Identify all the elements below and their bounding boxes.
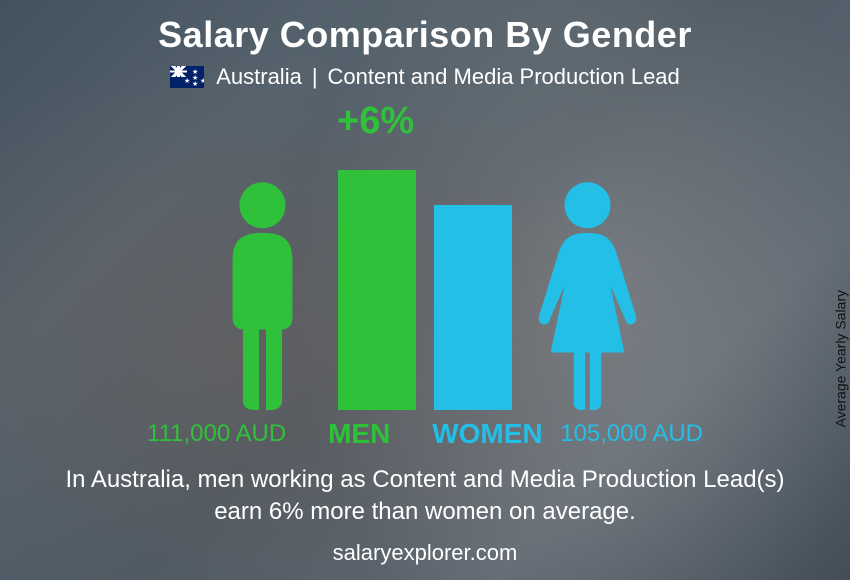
separator: | bbox=[312, 64, 318, 90]
woman-icon bbox=[530, 180, 645, 410]
y-axis-label: Average Yearly Salary bbox=[832, 290, 848, 428]
infographic-container: Salary Comparison By Gender Australia | … bbox=[0, 0, 850, 580]
page-title: Salary Comparison By Gender bbox=[0, 0, 850, 56]
chart-area: +6% 111,000 AUD MEN WOMEN 105,000 AUD bbox=[0, 100, 850, 450]
men-bar bbox=[338, 170, 416, 410]
footer-source: salaryexplorer.com bbox=[0, 540, 850, 566]
label-row: 111,000 AUD MEN WOMEN 105,000 AUD bbox=[0, 418, 850, 450]
subtitle-row: Australia | Content and Media Production… bbox=[0, 64, 850, 90]
australia-flag-icon bbox=[170, 66, 204, 88]
women-salary-label: 105,000 AUD bbox=[560, 420, 703, 448]
women-label: WOMEN bbox=[432, 418, 542, 450]
description-text: In Australia, men working as Content and… bbox=[0, 450, 850, 529]
women-bar bbox=[434, 205, 512, 410]
men-salary-label: 111,000 AUD bbox=[147, 420, 286, 448]
men-label: MEN bbox=[304, 418, 414, 450]
man-icon bbox=[205, 180, 320, 410]
country-label: Australia bbox=[216, 64, 302, 90]
percent-difference-label: +6% bbox=[337, 100, 414, 143]
role-label: Content and Media Production Lead bbox=[328, 64, 680, 90]
figure-row bbox=[0, 170, 850, 410]
